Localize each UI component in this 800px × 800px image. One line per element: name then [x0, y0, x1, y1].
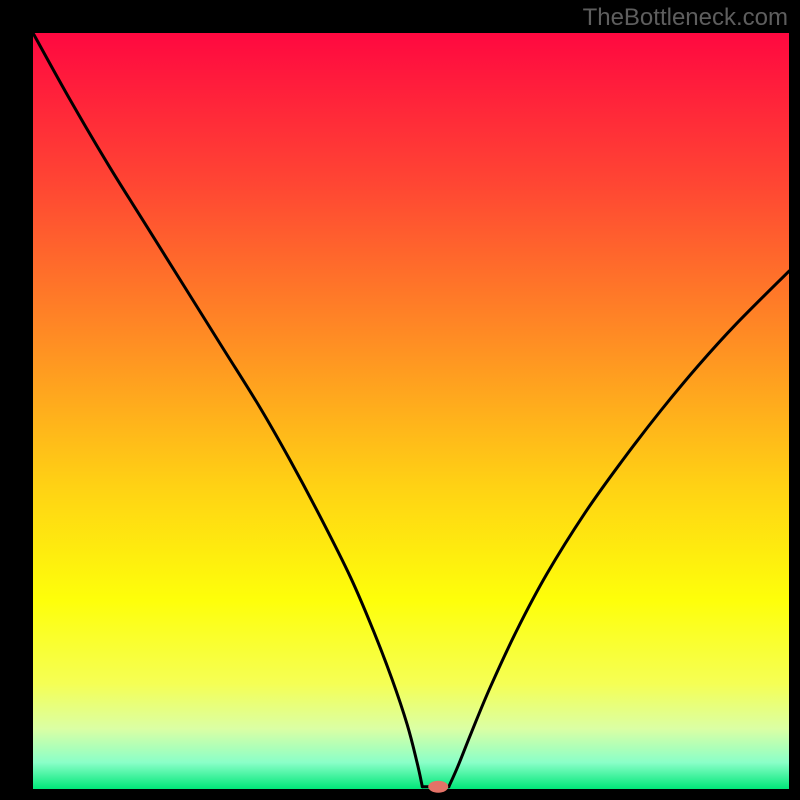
marker-layer [0, 0, 800, 800]
chart-frame: TheBottleneck.com [0, 0, 800, 800]
